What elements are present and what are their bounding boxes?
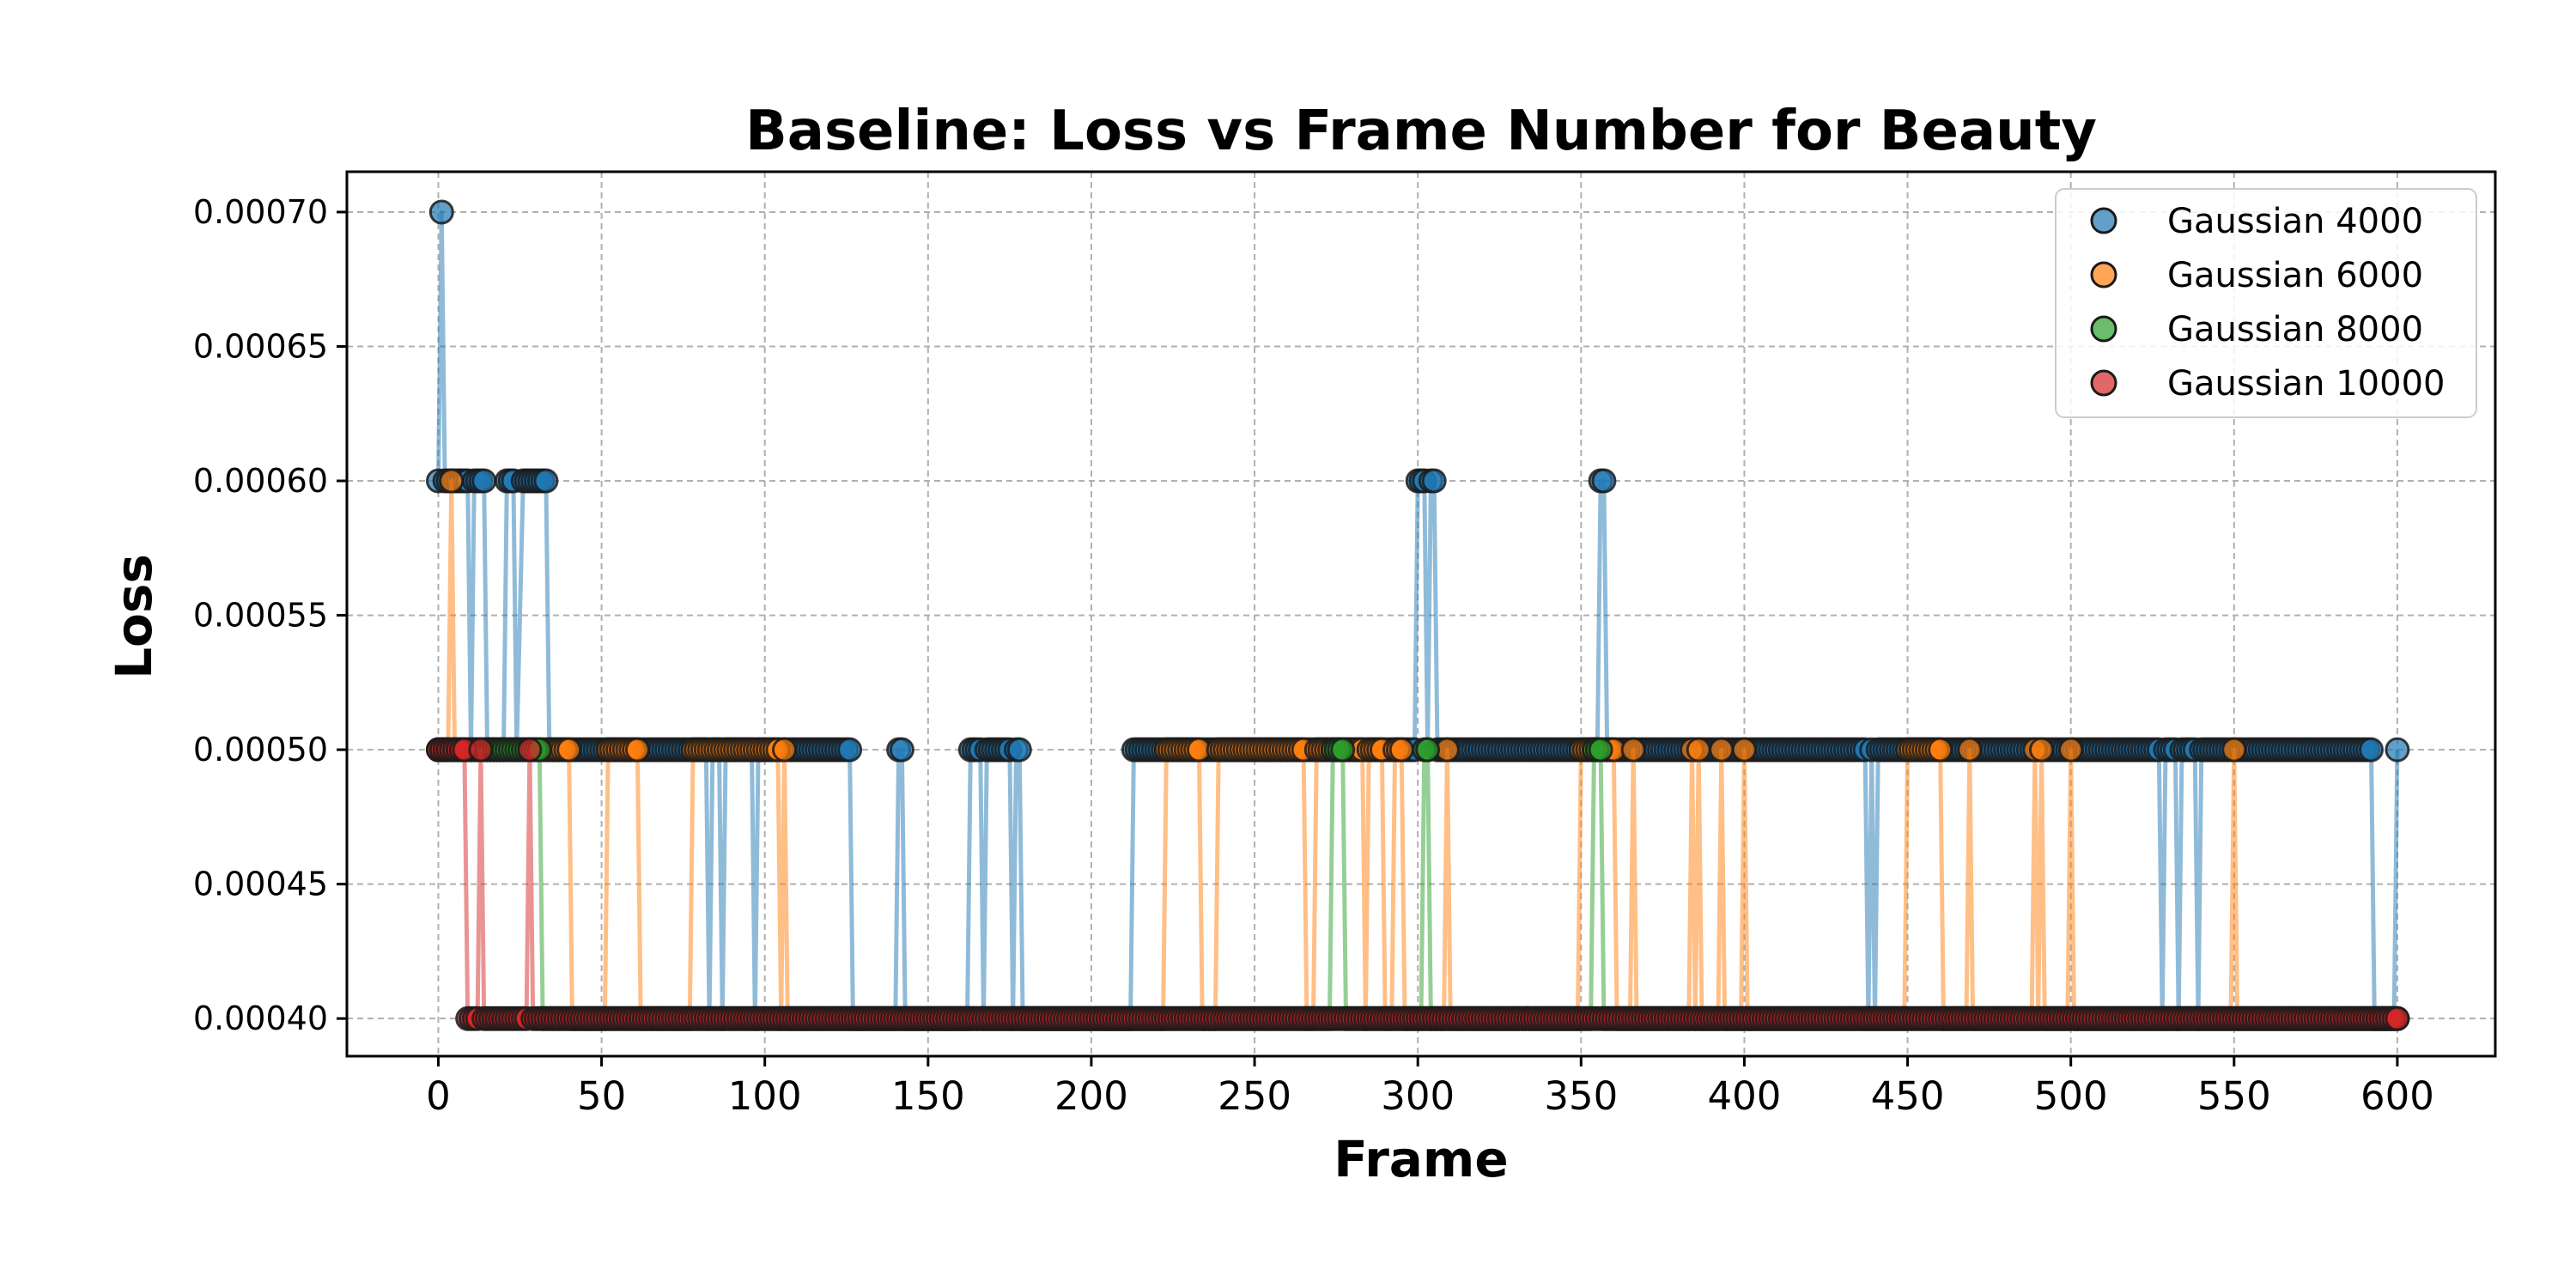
data-point <box>533 468 559 494</box>
data-point <box>1957 737 1983 762</box>
x-tick-label: 500 <box>2034 1073 2108 1119</box>
data-point <box>2029 737 2054 762</box>
y-tick-label: 0.00070 <box>193 193 328 231</box>
x-tick-label: 300 <box>1381 1073 1455 1119</box>
legend-label: Gaussian 6000 <box>2167 256 2423 295</box>
y-axis-label: Loss <box>105 554 163 679</box>
x-tick-label: 150 <box>891 1073 965 1119</box>
data-point <box>1731 737 1757 762</box>
x-tick-label: 600 <box>2360 1073 2434 1119</box>
data-point <box>624 737 650 762</box>
data-point <box>1421 468 1447 494</box>
data-point <box>2385 737 2410 762</box>
data-point <box>2359 737 2384 762</box>
data-point <box>889 737 914 762</box>
x-tick-label: 100 <box>728 1073 802 1119</box>
y-tick-label: 0.00055 <box>193 597 328 635</box>
x-tick-label: 550 <box>2197 1073 2271 1119</box>
data-point <box>1591 468 1617 494</box>
y-tick-label: 0.00040 <box>193 999 328 1037</box>
data-point <box>1415 737 1441 762</box>
legend: Gaussian 4000 Gaussian 6000 Gaussian 8000 G… <box>2055 188 2477 418</box>
ticks-layer: 0 50 100 150 200 250 300 350 400 450 500 550 600 0.00… <box>193 193 2434 1119</box>
data-point <box>1686 737 1711 762</box>
data-point <box>772 737 797 762</box>
x-tick-label: 0 <box>426 1073 451 1119</box>
y-tick-label: 0.00050 <box>193 731 328 769</box>
x-tick-label: 450 <box>1871 1073 1945 1119</box>
data-point <box>1388 737 1414 762</box>
data-point <box>556 737 582 762</box>
legend-box <box>2055 188 2477 418</box>
legend-marker <box>2090 261 2117 289</box>
x-tick-label: 200 <box>1054 1073 1128 1119</box>
legend-marker <box>2090 369 2117 397</box>
legend-marker <box>2090 315 2117 343</box>
plot-frame <box>345 170 2497 1058</box>
data-point <box>1006 737 1032 762</box>
data-point <box>468 737 494 762</box>
data-point <box>1620 737 1646 762</box>
data-point <box>1709 737 1735 762</box>
y-tick-label: 0.00060 <box>193 462 328 500</box>
y-tick-label: 0.00045 <box>193 866 328 903</box>
data-point <box>439 468 465 494</box>
data-point <box>428 199 454 225</box>
legend-marker <box>2090 207 2117 234</box>
data-point <box>517 737 543 762</box>
data-point <box>2221 737 2247 762</box>
data-point <box>837 737 863 762</box>
data-point <box>2058 737 2084 762</box>
x-tick-label: 400 <box>1707 1073 1781 1119</box>
data-point <box>471 468 497 494</box>
data-point <box>1330 737 1356 762</box>
legend-label: Gaussian 4000 <box>2167 202 2423 241</box>
x-tick-label: 250 <box>1218 1073 1291 1119</box>
y-tick-label: 0.00065 <box>193 327 328 365</box>
x-tick-label: 350 <box>1544 1073 1618 1119</box>
chart-title: Baseline: Loss vs Frame Number for Beaut… <box>745 100 2097 163</box>
data-point <box>1928 737 1953 762</box>
legend-label: Gaussian 10000 <box>2167 364 2445 404</box>
x-axis-label: Frame <box>1334 1130 1508 1188</box>
series-layer <box>426 199 2410 1031</box>
x-tick-label: 50 <box>577 1073 626 1119</box>
data-point <box>2385 1005 2410 1031</box>
legend-label: Gaussian 8000 <box>2167 310 2423 349</box>
series-gaussian-10000 <box>426 737 2410 1031</box>
data-point <box>1588 737 1613 762</box>
